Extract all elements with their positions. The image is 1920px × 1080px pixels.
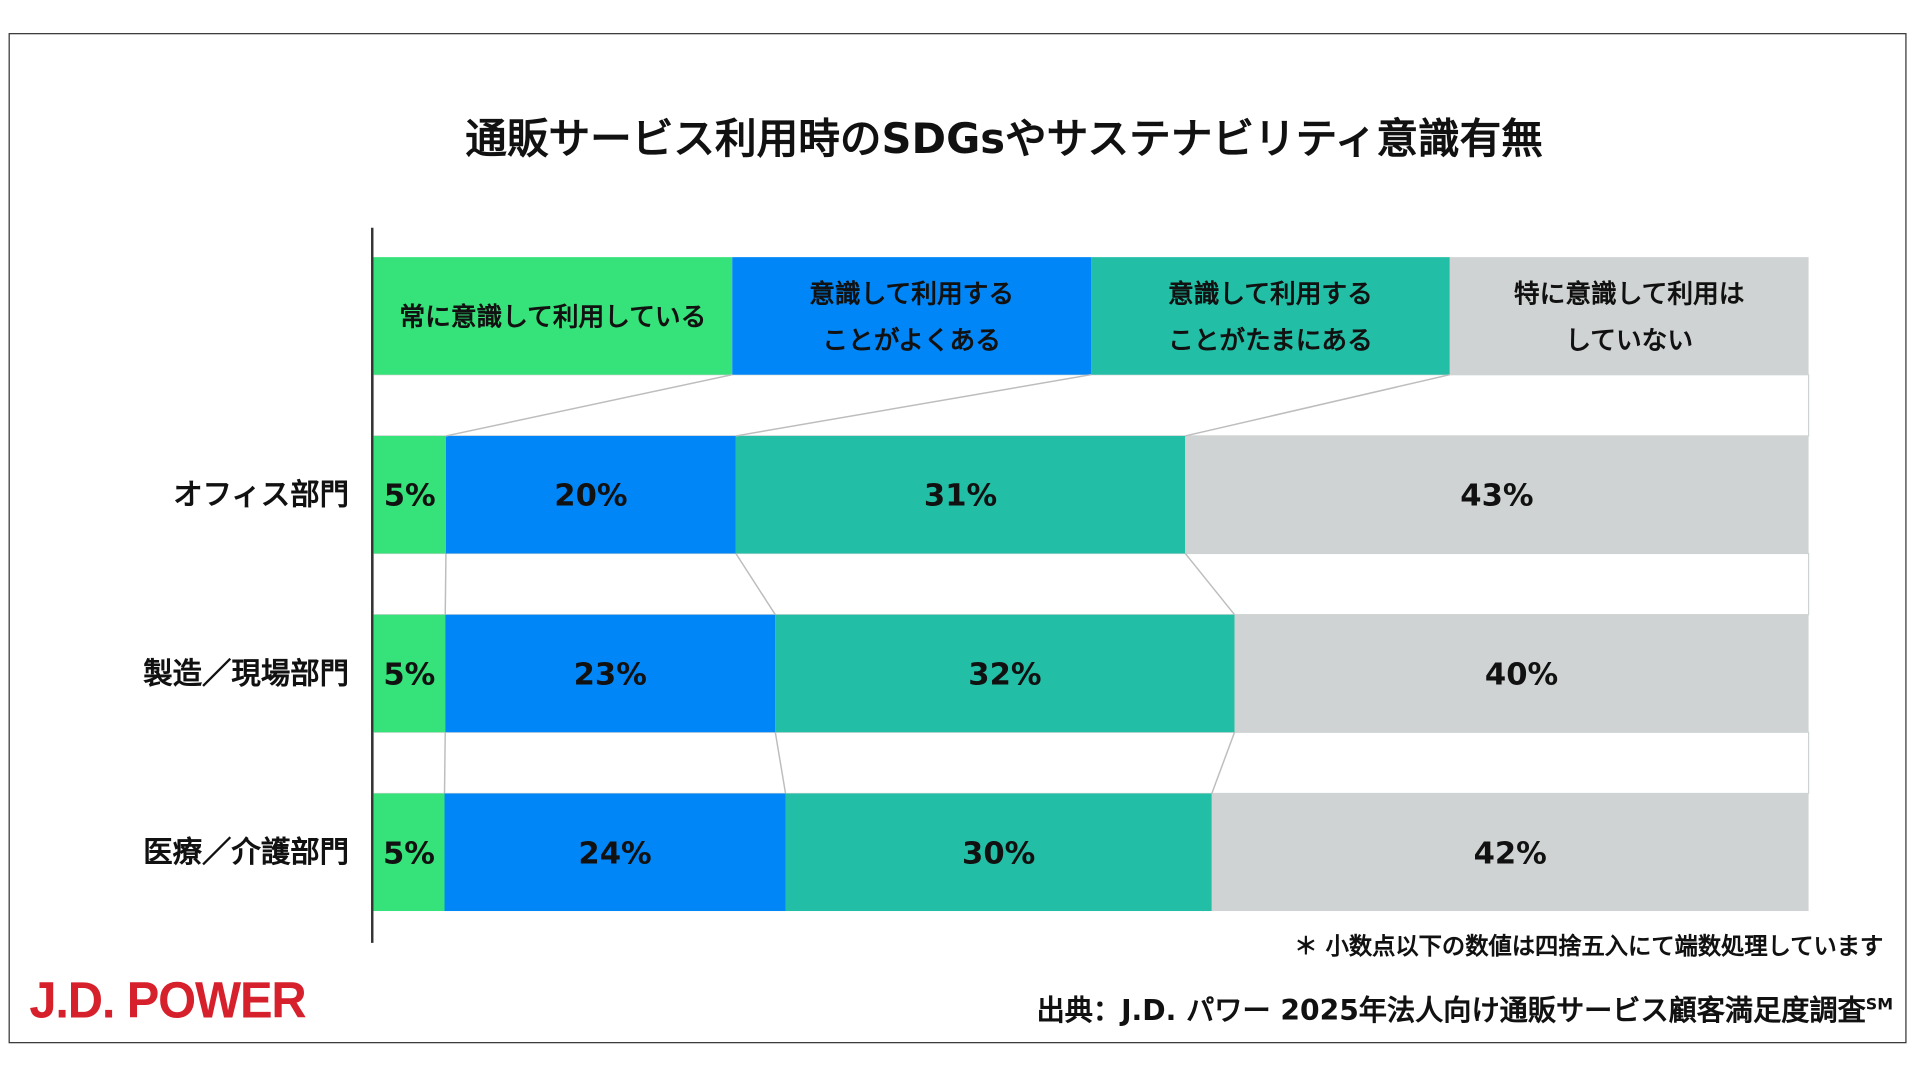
source-citation: 出典：J.D. パワー 2025年法人向け通販サービス顧客満足度調査SM <box>1037 987 1893 1029</box>
legend-label: 特に意識して利用は <box>1514 278 1745 309</box>
bar-segment <box>445 435 736 554</box>
connector-line <box>445 373 733 437</box>
data-label: 5% <box>383 657 435 692</box>
data-label: 40% <box>1485 657 1558 692</box>
bar-segment <box>373 614 446 733</box>
data-label: 43% <box>1460 479 1533 514</box>
row-gap <box>372 731 1810 795</box>
legend-swatch <box>732 257 1092 375</box>
chart-title: 通販サービス利用時のSDGsやサステナビリティ意識有無 <box>465 115 1543 165</box>
connector-line <box>735 553 776 616</box>
row-gap <box>372 374 1810 437</box>
legend-label: ことがよくある <box>822 325 1001 356</box>
legend-swatch <box>1449 257 1809 375</box>
data-label: 42% <box>1474 836 1547 871</box>
bar-segment <box>1211 793 1809 912</box>
bar-segment <box>1234 614 1809 733</box>
bar-segment <box>775 614 1235 733</box>
legend-label: 常に意識して利用している <box>399 302 706 333</box>
bar-segment <box>445 614 776 733</box>
connector-line <box>443 732 446 794</box>
legend-swatch <box>1091 257 1450 375</box>
source-text: 出典：J.D. パワー 2025年法人向け通販サービス顧客満足度調査 <box>1036 995 1866 1028</box>
legend-swatch <box>373 257 733 375</box>
legend-label: ことがたまにある <box>1168 325 1373 356</box>
bar-segment <box>735 435 1186 554</box>
legend-label: していない <box>1565 326 1693 356</box>
data-label: 24% <box>578 836 651 871</box>
connector-line <box>735 373 1092 437</box>
data-label: 23% <box>574 657 647 692</box>
data-label: 5% <box>384 479 436 514</box>
data-label: 31% <box>924 479 997 514</box>
connector-line <box>444 553 447 615</box>
connector-line <box>1184 553 1236 616</box>
category-label: オフィス部門 <box>173 477 349 512</box>
bar-segment <box>444 793 786 912</box>
connector-line <box>1211 731 1236 794</box>
legend-label: 意識して利用する <box>809 278 1014 309</box>
data-label: 32% <box>968 657 1041 692</box>
data-label: 5% <box>383 836 435 871</box>
jd-power-logo: J.D. POWER <box>29 971 306 1029</box>
legend-label: 意識して利用する <box>1168 278 1373 309</box>
slide-frame <box>8 33 1907 1044</box>
data-label: 30% <box>962 836 1035 871</box>
connector-line <box>774 732 787 794</box>
service-mark: SM <box>1865 995 1894 1015</box>
data-label: 20% <box>554 479 627 514</box>
footnote: ＊ 小数点以下の数値は四捨五入にて端数処理しています <box>1294 933 1884 961</box>
bar-segment <box>373 793 445 912</box>
category-label: 医療／介護部門 <box>143 835 349 870</box>
bar-segment <box>785 793 1212 912</box>
connector-line <box>1185 373 1450 437</box>
category-label: 製造／現場部門 <box>143 656 349 691</box>
bar-segment <box>373 435 446 554</box>
bar-segment <box>1185 435 1809 554</box>
row-gap <box>372 552 1810 616</box>
